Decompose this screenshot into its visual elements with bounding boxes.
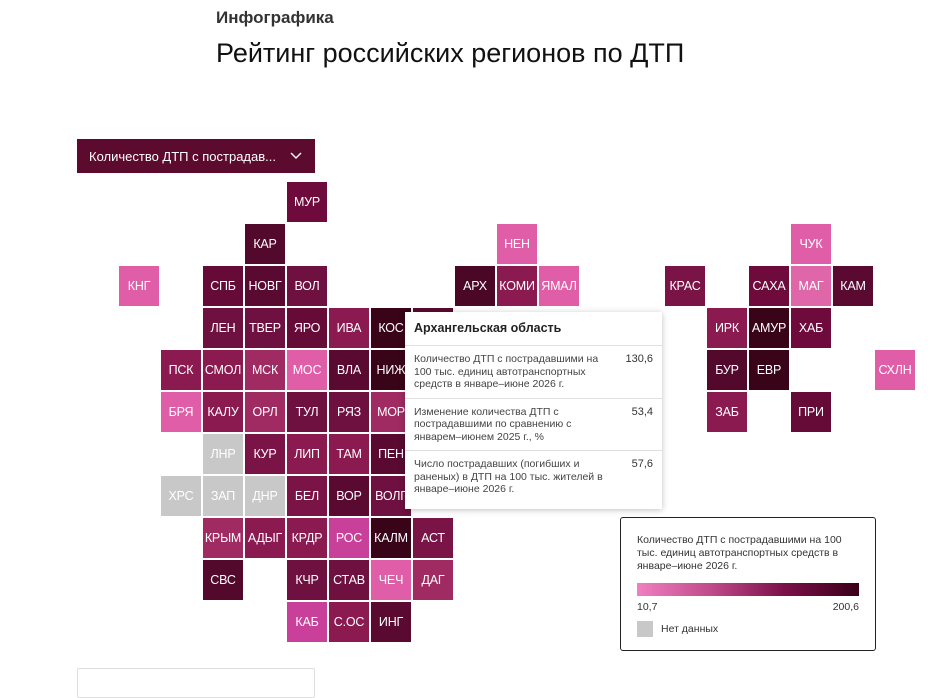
dropdown-selected-label: Количество ДТП с пострадав... — [89, 148, 276, 164]
region-tile[interactable]: МОС — [287, 350, 327, 390]
legend-no-data: Нет данных — [637, 621, 859, 637]
region-tile[interactable]: БУР — [707, 350, 747, 390]
region-tile[interactable]: МАГ — [791, 266, 831, 306]
region-tile[interactable]: АДЫГ — [245, 518, 285, 558]
region-tile[interactable]: КРДР — [287, 518, 327, 558]
region-tile[interactable]: РОС — [329, 518, 369, 558]
region-tile[interactable]: МСК — [245, 350, 285, 390]
region-tile[interactable]: ПЕН — [371, 434, 411, 474]
region-tile-map: МУР КАР НЕН ЧУК КНГ СПБ НОВГ ВОЛ АРХ КОМИ ЯМАЛ КРАС… — [119, 182, 915, 642]
region-tile[interactable]: АСТ — [413, 518, 453, 558]
tooltip-row-value: 57,6 — [631, 458, 653, 470]
region-tile[interactable]: НИЖ — [371, 350, 411, 390]
no-data-label: Нет данных — [661, 623, 719, 635]
region-tile[interactable]: ЛИП — [287, 434, 327, 474]
region-tooltip: Архангельская область Количество ДТП с п… — [405, 312, 662, 509]
region-tile[interactable]: КАР — [245, 224, 285, 264]
region-tile[interactable]: ЧУК — [791, 224, 831, 264]
region-tile[interactable]: ПСК — [161, 350, 201, 390]
region-tile[interactable]: ЛНР — [203, 434, 243, 474]
region-tile[interactable]: ЛЕН — [203, 308, 243, 348]
region-tile[interactable]: ИРК — [707, 308, 747, 348]
legend-gradient-bar — [637, 583, 859, 596]
region-tile[interactable]: КАЛУ — [203, 392, 243, 432]
region-tile[interactable]: ЯМАЛ — [539, 266, 579, 306]
region-tile[interactable]: НЕН — [497, 224, 537, 264]
color-legend: Количество ДТП с пострадавшими на 100 ты… — [620, 517, 876, 651]
region-tile[interactable]: КАМ — [833, 266, 873, 306]
tooltip-row: Изменение количества ДТП с пострадавшими… — [405, 399, 662, 451]
secondary-dropdown[interactable] — [77, 668, 315, 698]
legend-min: 10,7 — [637, 601, 658, 613]
region-tile[interactable]: САХА — [749, 266, 789, 306]
region-tile[interactable]: РЯЗ — [329, 392, 369, 432]
region-tile[interactable]: БЕЛ — [287, 476, 327, 516]
region-tile[interactable]: ЧЕЧ — [371, 560, 411, 600]
tooltip-row-label: Количество ДТП с пострадавшими на 100 ты… — [414, 353, 599, 390]
region-tile[interactable]: ИВА — [329, 308, 369, 348]
tooltip-title: Архангельская область — [405, 312, 662, 346]
region-tile[interactable]: ЗАП — [203, 476, 243, 516]
region-tile[interactable]: ОРЛ — [245, 392, 285, 432]
region-tile[interactable]: ЯРО — [287, 308, 327, 348]
region-tile[interactable]: КЧР — [287, 560, 327, 600]
legend-max: 200,6 — [832, 601, 859, 613]
region-tile[interactable]: СХЛН — [875, 350, 915, 390]
region-tile[interactable]: БРЯ — [161, 392, 201, 432]
region-tile[interactable]: ДАГ — [413, 560, 453, 600]
region-tile[interactable]: КАБ — [287, 602, 327, 642]
region-tile[interactable]: СВС — [203, 560, 243, 600]
tooltip-row-label: Число пострадавших (погибших и раненых) … — [414, 458, 603, 495]
region-tile[interactable]: АРХ — [453, 264, 497, 308]
tooltip-row: Число пострадавших (погибших и раненых) … — [405, 451, 662, 503]
metric-dropdown[interactable]: Количество ДТП с пострадав... — [77, 139, 315, 173]
page-title: Рейтинг российских регионов по ДТП — [216, 38, 685, 68]
region-tile[interactable]: ВЛА — [329, 350, 369, 390]
region-tile[interactable]: ВОЛГ — [371, 476, 411, 516]
region-tile[interactable]: ТВЕР — [245, 308, 285, 348]
chevron-down-icon — [289, 149, 303, 163]
region-tile[interactable]: ТАМ — [329, 434, 369, 474]
region-tile[interactable]: ИНГ — [371, 602, 411, 642]
region-tile[interactable]: ВОЛ — [287, 266, 327, 306]
region-tile[interactable]: КРАС — [665, 266, 705, 306]
region-tile[interactable]: НОВГ — [245, 266, 285, 306]
legend-scale: 10,7 200,6 — [637, 601, 859, 613]
region-tile[interactable]: МУР — [287, 182, 327, 222]
tooltip-row: Количество ДТП с пострадавшими на 100 ты… — [405, 346, 662, 399]
region-tile[interactable]: ХАБ — [791, 308, 831, 348]
region-tile[interactable]: СМОЛ — [203, 350, 243, 390]
region-tile[interactable]: ВОР — [329, 476, 369, 516]
region-tile[interactable]: С.ОС — [329, 602, 369, 642]
kicker: Инфографика — [216, 8, 334, 27]
region-tile[interactable]: КАЛМ — [371, 518, 411, 558]
region-tile[interactable]: ПРИ — [791, 392, 831, 432]
region-tile[interactable]: КОС — [371, 308, 411, 348]
region-tile[interactable]: ЗАБ — [707, 392, 747, 432]
region-tile[interactable]: КНГ — [119, 266, 159, 306]
region-tile[interactable]: АМУР — [749, 308, 789, 348]
region-tile[interactable]: ЕВР — [749, 350, 789, 390]
tooltip-row-label: Изменение количества ДТП с пострадавшими… — [414, 405, 572, 443]
no-data-swatch — [637, 621, 653, 637]
region-tile[interactable]: СТАВ — [329, 560, 369, 600]
legend-title: Количество ДТП с пострадавшими на 100 ты… — [637, 534, 842, 572]
tooltip-row-value: 130,6 — [625, 353, 653, 365]
region-tile[interactable]: КРЫМ — [203, 518, 243, 558]
region-tile[interactable]: СПБ — [203, 266, 243, 306]
tooltip-row-value: 53,4 — [631, 405, 653, 418]
region-tile[interactable]: КУР — [245, 434, 285, 474]
region-tile[interactable]: КОМИ — [497, 266, 537, 306]
region-tile[interactable]: ТУЛ — [287, 392, 327, 432]
region-tile[interactable]: МОР — [371, 392, 411, 432]
region-tile[interactable]: ДНР — [245, 476, 285, 516]
region-tile[interactable]: ХРС — [161, 476, 201, 516]
